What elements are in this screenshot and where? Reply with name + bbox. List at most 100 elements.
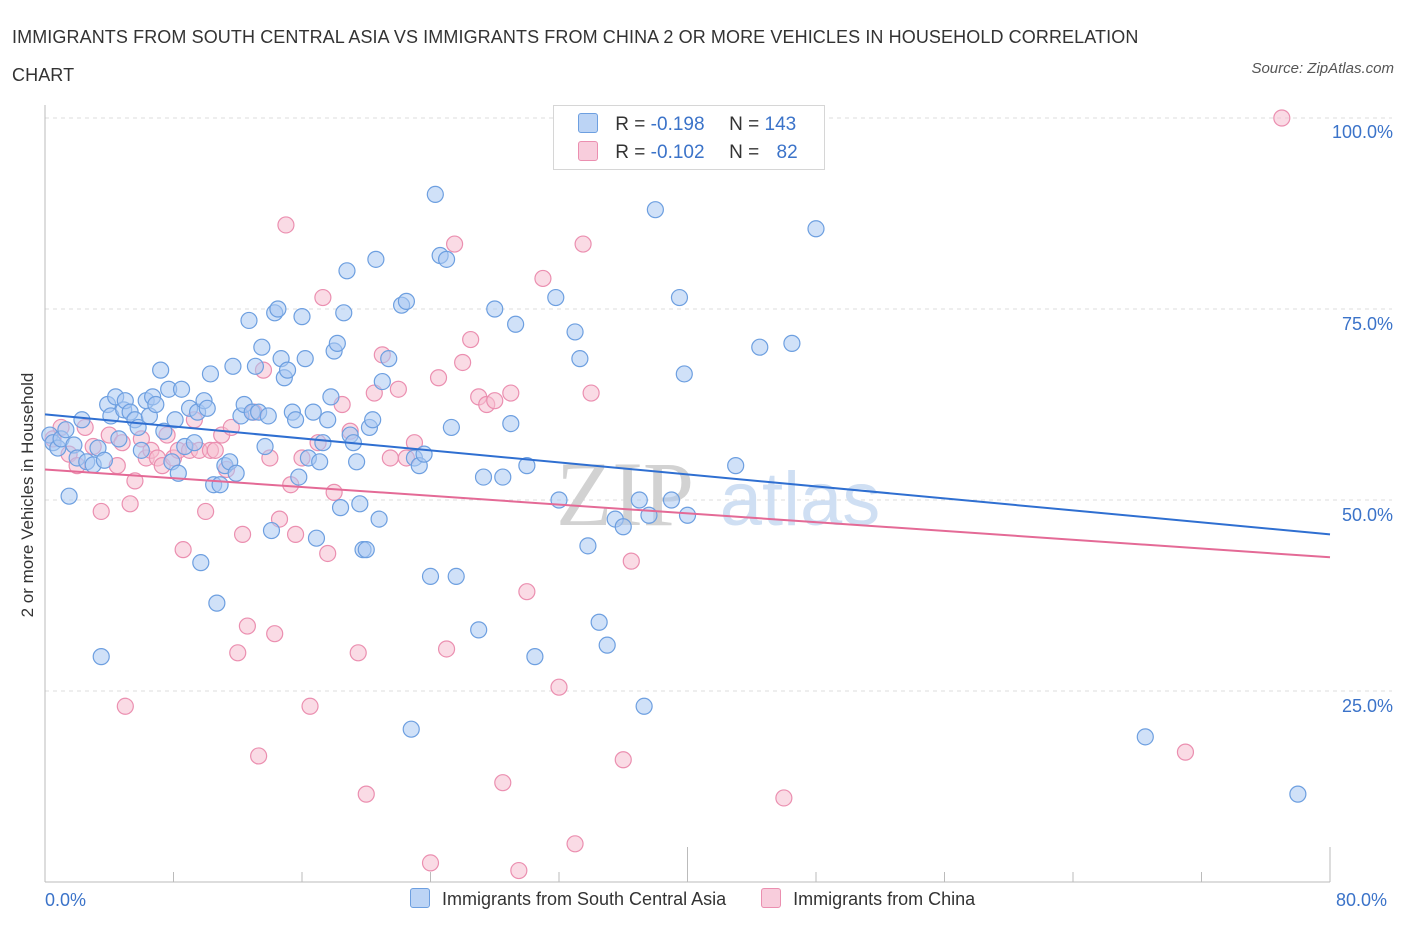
point-south-central-asia	[169, 464, 187, 482]
point-south-central-asia	[296, 350, 314, 368]
watermark: ZIP atlas	[556, 443, 880, 545]
point-south-central-asia	[60, 487, 78, 505]
stats-legend: R = -0.198 N = 143 R = -0.102 N = 82	[553, 105, 825, 170]
point-south-central-asia	[253, 338, 271, 356]
point-south-central-asia	[328, 334, 346, 352]
point-south-central-asia	[1136, 728, 1154, 746]
series-legend: Immigrants from South Central Asia Immig…	[410, 888, 1005, 910]
point-south-central-asia	[224, 357, 242, 375]
point-south-central-asia	[335, 304, 353, 322]
point-south-central-asia	[211, 476, 229, 494]
point-china	[510, 861, 528, 880]
point-china	[238, 617, 256, 635]
point-south-central-asia	[198, 399, 216, 417]
point-south-central-asia	[421, 567, 440, 586]
point-china	[622, 552, 640, 570]
n-value: 143	[764, 114, 797, 135]
point-south-central-asia	[259, 407, 277, 425]
point-china	[286, 525, 305, 543]
point-south-central-asia	[172, 380, 191, 398]
legend-swatch-pink	[761, 888, 782, 908]
point-south-central-asia	[364, 411, 382, 429]
point-south-central-asia	[566, 323, 584, 341]
point-china	[357, 785, 375, 803]
point-south-central-asia	[246, 357, 265, 375]
point-china	[566, 835, 584, 853]
point-south-central-asia	[486, 300, 504, 318]
point-south-central-asia	[380, 350, 398, 368]
point-south-central-asia	[240, 311, 258, 330]
point-china	[775, 789, 793, 807]
point-south-central-asia	[470, 621, 488, 639]
point-south-central-asia	[397, 292, 416, 310]
point-south-central-asia	[192, 554, 210, 572]
point-china	[92, 502, 110, 521]
r-label: R =	[615, 142, 646, 163]
point-south-central-asia	[370, 510, 388, 528]
point-china	[445, 235, 464, 253]
point-south-central-asia	[670, 288, 689, 307]
point-south-central-asia	[348, 453, 366, 471]
y-tick-75: 75.0%	[1341, 314, 1393, 334]
point-south-central-asia	[278, 361, 297, 379]
point-south-central-asia	[678, 506, 697, 524]
x-tick-min: 0.0%	[45, 890, 87, 910]
point-south-central-asia	[571, 350, 589, 368]
point-south-central-asia	[474, 468, 493, 486]
legend-item-china[interactable]: Immigrants from China	[761, 888, 975, 910]
point-china	[494, 774, 512, 792]
chart-title: IMMIGRANTS FROM SOUTH CENTRAL ASIA VS IM…	[12, 27, 1139, 85]
point-south-central-asia	[293, 308, 311, 326]
point-china	[534, 269, 552, 288]
point-south-central-asia	[502, 415, 520, 433]
legend-swatch-pink	[578, 141, 598, 161]
point-south-central-asia	[646, 201, 664, 219]
source-label: Source: ZipAtlas.com	[1251, 60, 1394, 77]
point-china	[349, 644, 367, 662]
point-china	[429, 369, 448, 387]
point-south-central-asia	[155, 422, 173, 440]
point-south-central-asia	[351, 495, 369, 513]
point-china	[314, 288, 332, 307]
point-china	[1273, 109, 1291, 127]
point-china	[277, 216, 295, 234]
point-china	[325, 483, 343, 501]
point-china	[421, 854, 440, 872]
point-south-central-asia	[227, 464, 245, 482]
point-south-central-asia	[727, 457, 745, 475]
point-south-central-asia	[426, 185, 444, 203]
point-china	[250, 747, 268, 765]
legend-item-south-central-asia[interactable]: Immigrants from South Central Asia	[410, 888, 726, 910]
point-south-central-asia	[152, 361, 170, 379]
point-south-central-asia	[507, 315, 525, 333]
legend-label: Immigrants from South Central Asia	[442, 889, 727, 909]
point-china	[233, 525, 252, 543]
point-south-central-asia	[110, 430, 128, 448]
point-south-central-asia	[783, 334, 801, 352]
point-china	[381, 449, 399, 467]
point-china	[116, 697, 134, 715]
y-tick-50: 50.0%	[1341, 505, 1393, 525]
point-china	[266, 625, 284, 643]
point-south-central-asia	[57, 421, 75, 439]
point-china	[582, 384, 600, 402]
n-value: 82	[776, 142, 798, 163]
point-south-central-asia	[307, 529, 326, 547]
r-value: -0.198	[650, 114, 705, 135]
x-tick-max: 80.0%	[1336, 890, 1388, 910]
point-south-central-asia	[201, 365, 220, 383]
point-china	[229, 644, 247, 662]
point-south-central-asia	[311, 453, 329, 471]
point-south-central-asia	[132, 441, 150, 459]
point-south-central-asia	[402, 720, 420, 738]
point-china	[197, 502, 215, 521]
point-south-central-asia	[95, 451, 114, 469]
point-south-central-asia	[314, 434, 332, 452]
point-china	[486, 392, 504, 410]
point-south-central-asia	[322, 388, 340, 406]
point-china	[174, 541, 192, 559]
point-south-central-asia	[319, 411, 337, 429]
watermark-atlas: atlas	[720, 457, 881, 542]
axes	[44, 105, 1331, 883]
point-south-central-asia	[286, 411, 305, 429]
